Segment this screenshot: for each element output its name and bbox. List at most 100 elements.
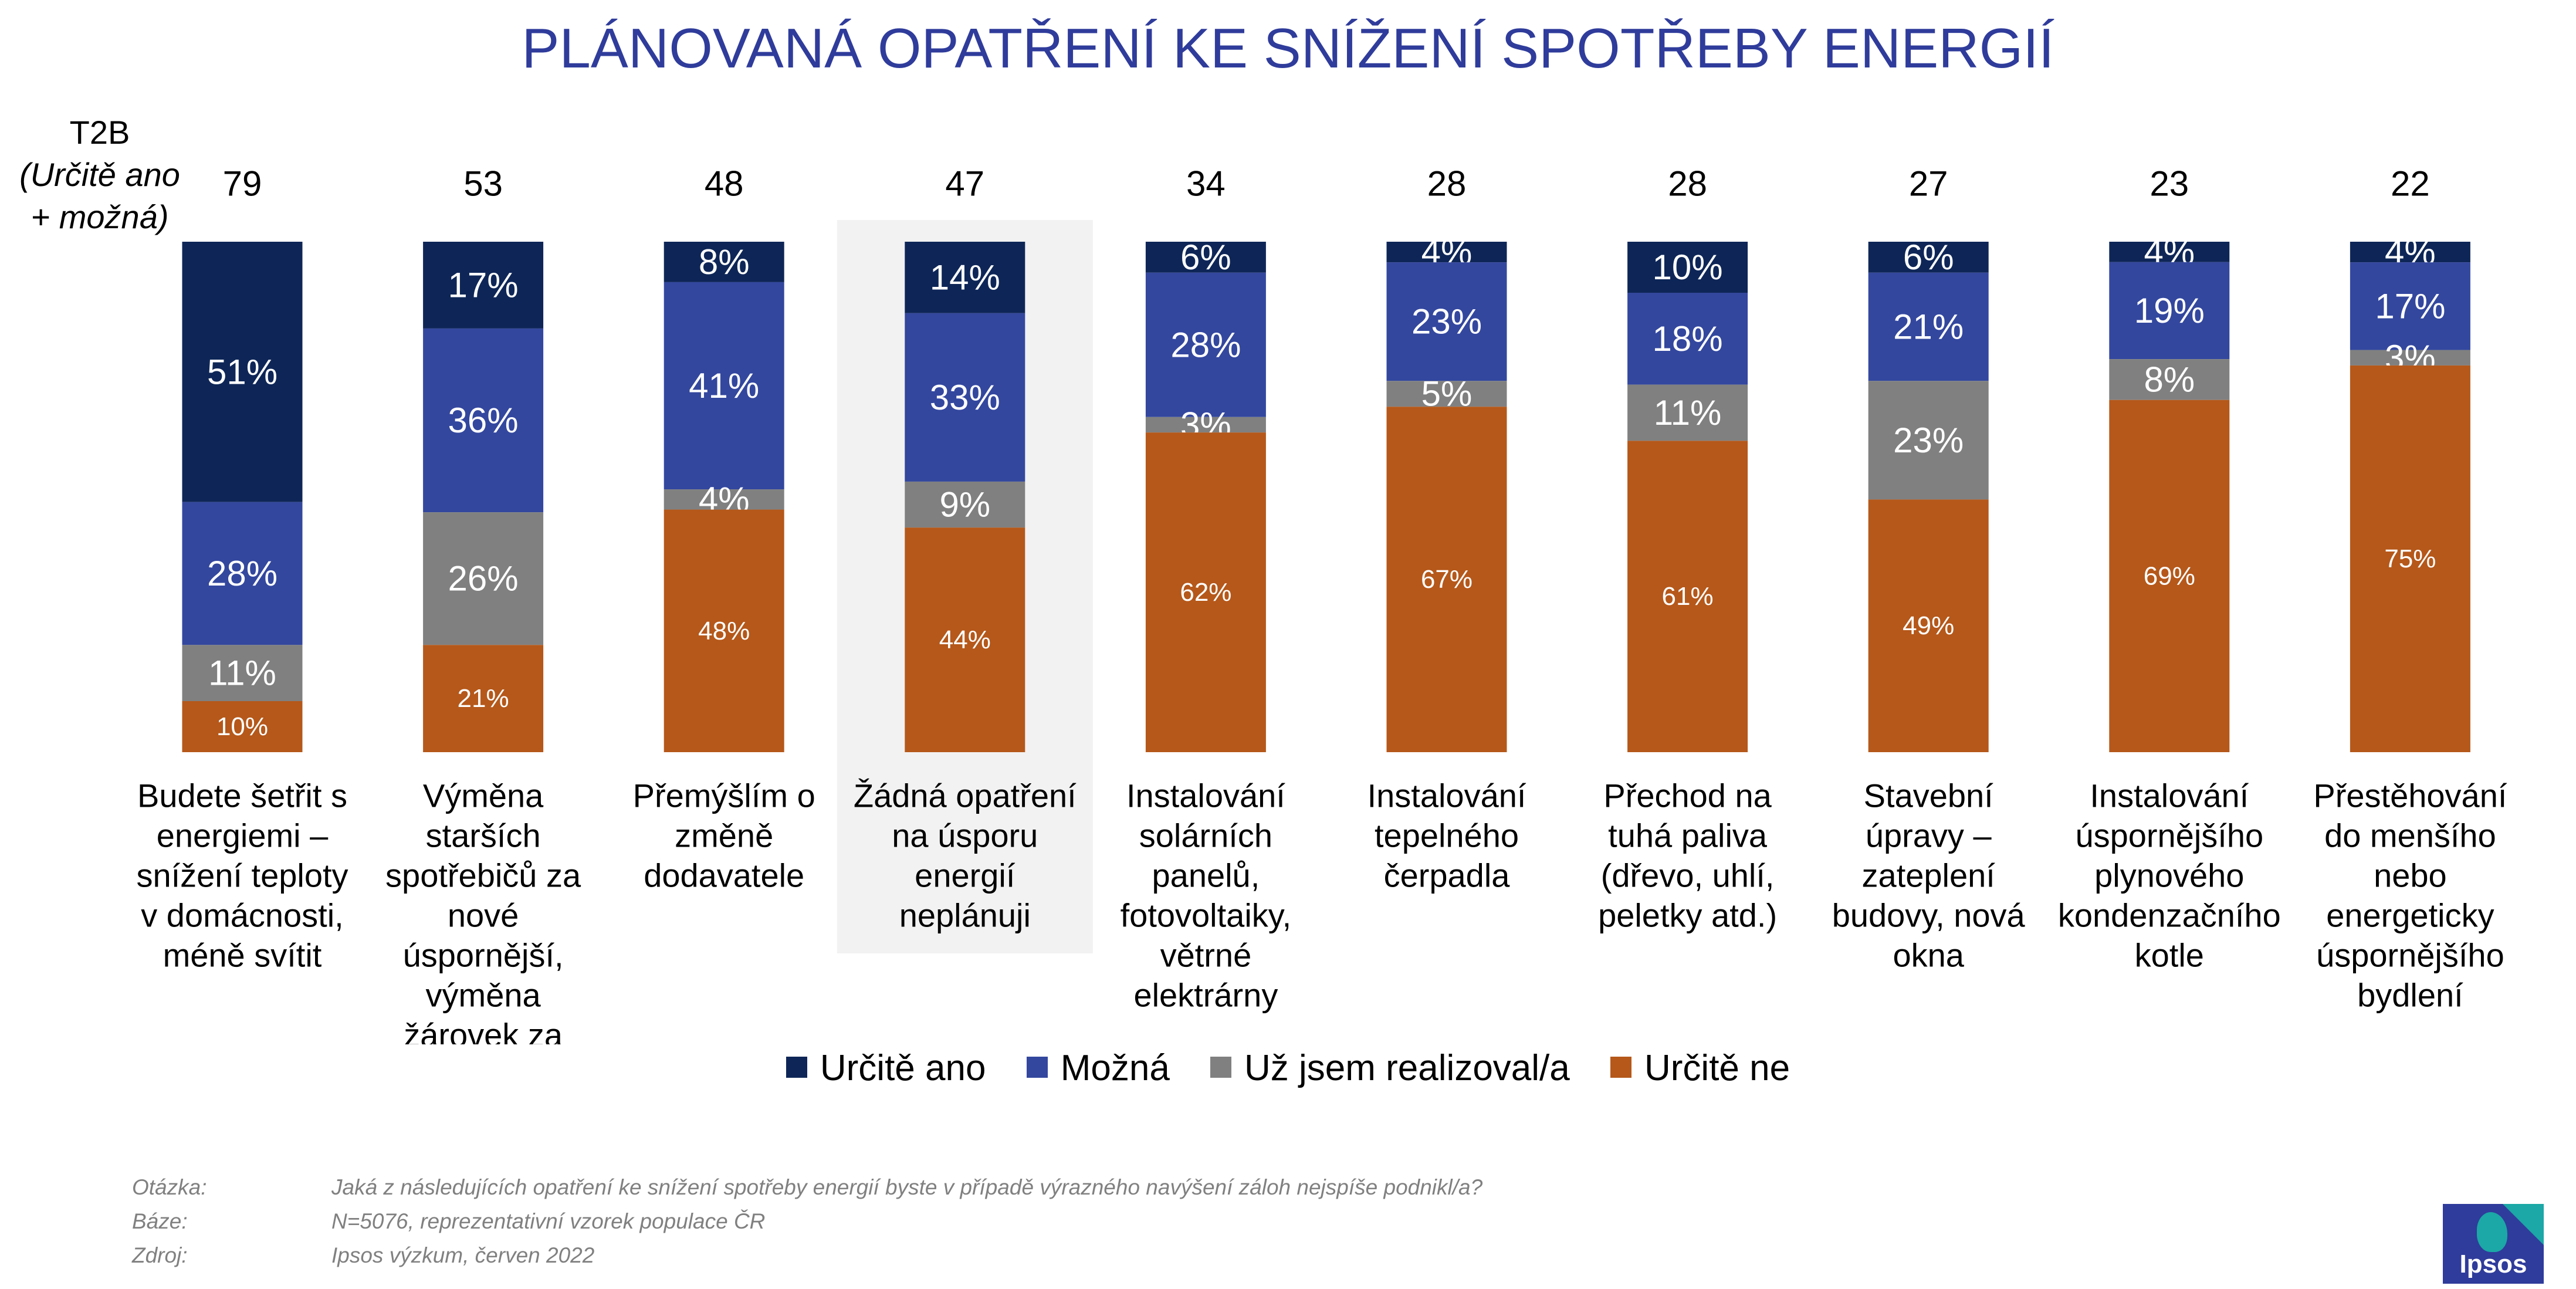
bar-segment-urcite-ano-6 [1386,242,1507,263]
bar-segment-urcite-ne-2 [423,645,544,752]
bar-segment-urcite-ano-3 [664,242,784,282]
category-label-10-line-5: úspornějšího [2316,937,2504,974]
data-label-mozna-4: 33% [930,378,1000,417]
data-label-mozna-1: 28% [207,554,277,593]
footer-key-source: Zdroj: [132,1243,188,1267]
t2b-value-3: 48 [705,164,744,204]
category-label-8-line-5: okna [1893,937,1964,974]
legend-item-mozna: Možná [1026,1047,1170,1089]
bar-segment-urcite-ano-2 [423,242,544,329]
bar-segment-urcite-ano-1 [182,242,303,502]
bar-segment-mozna-5 [1145,272,1266,417]
category-label-2-line-7: žárovek za [404,1017,563,1045]
t2b-label: T2B (Určitě ano + možná) [12,111,188,238]
category-label-6-line-3: čerpadla [1384,857,1511,894]
data-label-urcite-ne-10: 75% [2384,544,2436,573]
data-label-mozna-7: 18% [1653,319,1723,358]
bar-segment-urcite-ne-6 [1386,407,1507,752]
category-label-8-line-2: úpravy – [1866,817,1992,854]
t2b-value-8: 27 [1909,164,1948,204]
bar-segment-uz-jsem-realizoval-a-1 [182,645,303,701]
data-label-urcite-ne-3: 48% [698,617,750,645]
footer-notes: Otázka: Jaká z následujících opatření ke… [132,1170,1482,1273]
category-label-9-line-3: plynového [2094,857,2244,894]
data-label-mozna-8: 21% [1893,307,1964,347]
category-label-1-line-4: v domácnosti, [141,897,344,934]
bar-segment-mozna-9 [2109,262,2230,360]
category-label-2-line-3: spotřebičů za [385,857,581,894]
category-label-4-line-4: neplánuji [899,897,1031,934]
bar-segment-urcite-ano-8 [1868,242,1989,273]
footer-row-source: Zdroj: Ipsos výzkum, červen 2022 [132,1239,1482,1273]
category-label-1-line-2: energiemi – [157,817,329,854]
data-label-urcite-ne-7: 61% [1662,582,1714,611]
category-label-10-line-1: Přestěhování [2313,777,2507,814]
logo-face-icon [2477,1212,2507,1252]
data-label-urcite-ano-7: 10% [1653,248,1723,287]
bar-segment-uz-jsem-realizoval-a-10 [2350,350,2470,366]
category-label-9-line-5: kotle [2135,937,2204,974]
category-label-4-line-2: na úsporu [892,817,1038,854]
data-label-uz-jsem-realizoval-a-2: 26% [448,559,519,598]
bar-segment-uz-jsem-realizoval-a-4 [905,481,1025,528]
bar-segment-uz-jsem-realizoval-a-6 [1386,381,1507,407]
bar-segment-urcite-ne-5 [1145,432,1266,752]
data-label-uz-jsem-realizoval-a-4: 9% [939,485,990,525]
t2b-value-5: 34 [1186,164,1226,204]
data-label-mozna-2: 36% [448,401,519,440]
category-label-1-line-3: snížení teploty [136,857,348,894]
t2b-label-line3: + možná) [31,198,169,235]
bar-segment-mozna-1 [182,502,303,645]
category-label-4-line-3: energií [915,857,1015,894]
data-label-mozna-5: 28% [1170,325,1241,364]
bar-segment-urcite-ne-10 [2350,365,2470,752]
bar-segment-uz-jsem-realizoval-a-8 [1868,381,1989,500]
t2b-label-line2: (Určitě ano [19,156,180,193]
legend-item-realizoval: Už jsem realizoval/a [1210,1047,1570,1089]
category-label-7-line-1: Přechod na [1603,777,1772,814]
footer-row-base: Báze: N=5076, reprezentativní vzorek pop… [132,1205,1482,1239]
category-label-5-line-4: fotovoltaiky, [1121,897,1292,934]
data-label-urcite-ano-2: 17% [448,265,519,305]
legend-item-urcite-ano: Určitě ano [786,1047,986,1089]
bar-segment-urcite-ano-10 [2350,242,2470,263]
bar-segment-mozna-2 [423,328,544,513]
footer-text-base: N=5076, reprezentativní vzorek populace … [331,1209,766,1233]
data-label-urcite-ne-8: 49% [1903,611,1954,640]
bar-segment-mozna-6 [1386,262,1507,381]
chart-title: PLÁNOVANÁ OPATŘENÍ KE SNÍŽENÍ SPOTŘEBY E… [522,17,2054,80]
bar-segment-urcite-ne-4 [905,527,1025,752]
bar-segment-urcite-ne-7 [1627,441,1748,752]
bar-segment-uz-jsem-realizoval-a-9 [2109,359,2230,400]
category-label-5-line-3: panelů, [1152,857,1260,894]
data-label-mozna-10: 17% [2375,286,2445,326]
data-label-urcite-ne-5: 62% [1180,578,1231,607]
data-label-urcite-ano-1: 51% [207,352,277,391]
t2b-value-10: 22 [2391,164,2430,204]
bar-segment-urcite-ano-9 [2109,242,2230,262]
data-label-urcite-ano-4: 14% [930,258,1000,297]
category-label-7-line-3: (dřevo, uhlí, [1601,857,1775,894]
bar-segment-urcite-ano-7 [1627,242,1748,293]
category-label-10-line-6: bydlení [2357,977,2463,1014]
bar-segment-mozna-10 [2350,262,2470,350]
category-label-8-line-3: zateplení [1862,857,1996,894]
t2b-value-1: 79 [223,164,262,204]
data-label-urcite-ne-4: 44% [939,625,991,654]
bar-segment-mozna-7 [1627,293,1748,385]
bar-segment-urcite-ne-3 [664,509,784,752]
category-label-7-line-4: peletky atd.) [1598,897,1777,934]
category-label-3-line-2: změně [675,817,773,854]
data-label-mozna-9: 19% [2134,291,2205,330]
data-label-uz-jsem-realizoval-a-7: 11% [1654,393,1722,432]
category-label-2-line-1: Výměna [423,777,544,814]
category-label-6-line-2: tepelného [1375,817,1519,854]
category-label-4-line-1: Žádná opatření [854,777,1077,814]
category-label-10-line-4: energeticky [2326,897,2494,934]
footer-text-question: Jaká z následujících opatření ke snížení… [331,1175,1483,1199]
footer-row-question: Otázka: Jaká z následujících opatření ke… [132,1170,1482,1205]
bar-segment-urcite-ano-4 [905,242,1025,313]
category-label-1-line-1: Budete šetřit s [137,777,347,814]
category-label-9-line-4: kondenzačního [2058,897,2281,934]
legend-label-urcite-ano: Určitě ano [820,1048,986,1088]
